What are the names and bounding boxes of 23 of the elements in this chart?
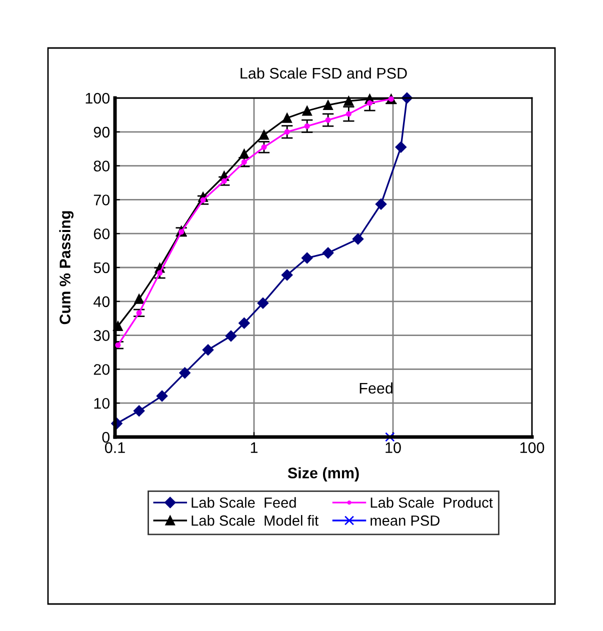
y-tick-label: 30 xyxy=(94,330,110,341)
x-axis-title: Size (mm) xyxy=(288,467,359,482)
annotation: Feed xyxy=(360,382,392,394)
y-tick-label: 40 xyxy=(94,296,110,308)
chart-title: Lab Scale FSD and PSD xyxy=(240,67,407,79)
y-tick-label: 70 xyxy=(94,194,110,206)
legend-label: mean PSD xyxy=(370,515,440,526)
legend-label: Lab Scale Product xyxy=(370,497,493,508)
y-tick-label: 10 xyxy=(94,398,110,409)
legend-label: Lab Scale Feed xyxy=(192,497,296,508)
y-tick-label: 0 xyxy=(102,432,110,443)
y-tick-label: 60 xyxy=(94,228,110,240)
x-tick-label: 10 xyxy=(386,442,401,454)
y-axis-title: Cum % Passing xyxy=(59,211,74,324)
y-tick-label: 20 xyxy=(94,364,110,375)
x-tick-label: 100 xyxy=(520,442,544,454)
y-tick-label: 100 xyxy=(86,92,110,104)
y-tick-label: 50 xyxy=(94,262,110,274)
x-tick-label: 1 xyxy=(250,442,258,453)
y-tick-label: 90 xyxy=(94,126,110,138)
x-tick-label: 0.1 xyxy=(104,442,125,454)
y-tick-label: 80 xyxy=(94,160,110,172)
legend-label: Lab Scale Model fit xyxy=(192,515,319,526)
